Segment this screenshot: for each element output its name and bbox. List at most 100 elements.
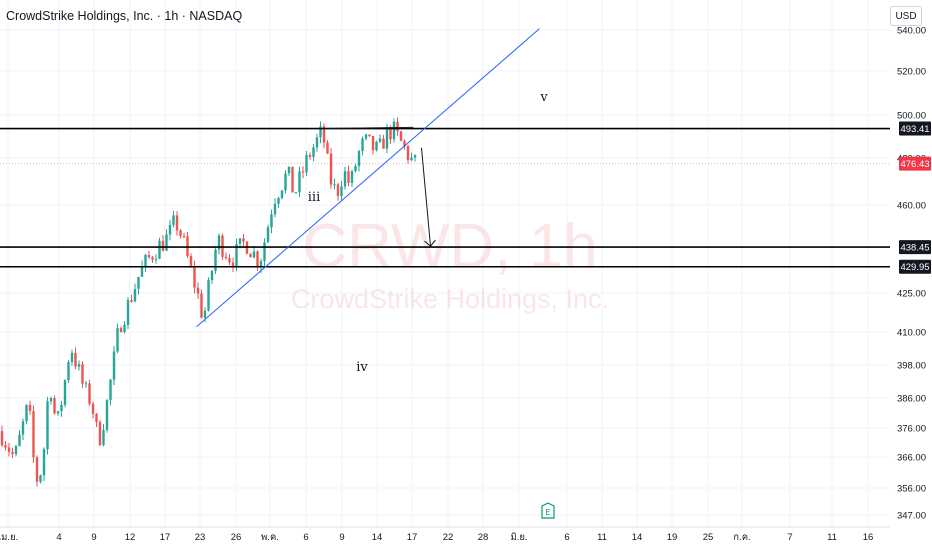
candle-body [308,154,312,157]
drawings[interactable]: iii iv v [0,28,890,375]
candle-body [193,266,196,288]
time-tick-label: 22 [443,532,454,543]
candle-body [98,422,102,446]
candle-body [56,411,60,414]
rising-trendline[interactable] [196,28,540,328]
candle-body [105,399,109,430]
top-trendline[interactable] [322,126,414,129]
time-tick-label: 14 [632,532,643,543]
candle-body [385,127,389,149]
candle-body [147,254,151,258]
candle-body [144,254,147,267]
price-tick-label: 347.00 [897,511,926,522]
earnings-icon[interactable]: E [541,502,555,519]
time-tick-label: ก.ค. [733,532,750,543]
candle-body [123,324,126,332]
candle-body [259,261,263,268]
price-tick-label: 366.00 [897,453,926,464]
candle-body [312,147,315,157]
candle-body [154,258,158,260]
candle-body [109,379,112,400]
candle-body [175,215,179,231]
candle-body [18,434,21,447]
candle-body [67,362,70,381]
candle-body [354,166,357,172]
candle-body [53,398,56,414]
candle-body [4,445,7,448]
candles [0,117,417,487]
time-axis[interactable]: เม.ย. 4 9 12 17 23 26 พ.ค. 6 9 14 17 22 28 มิ.ย. 6 11 14 1… [0,526,890,543]
candle-body [280,190,284,198]
time-tick-label: 9 [91,532,96,543]
candle-body [364,134,368,139]
candle-body [77,364,81,367]
candle-body [249,253,252,258]
candle-body [403,140,406,147]
time-tick-label: 7 [787,532,792,543]
candle-body [25,404,28,422]
candle-body [336,184,340,196]
candle-body [189,255,193,267]
candle-body [326,142,329,154]
candle-body [273,203,277,215]
candle-body [333,184,336,186]
candle-body [350,171,354,183]
wave-label-iv: iv [356,360,368,375]
price-badge-493.41[interactable] [899,121,931,136]
time-tick-label: พ.ค. [261,532,279,543]
candle-body [291,166,294,193]
last-price-badge-text: 476.43 [900,159,929,170]
candle-body [126,300,130,325]
candle-body [410,157,413,161]
chart-title: CrowdStrike Holdings, Inc. · 1h · NASDAQ [6,9,243,23]
candle-body [294,192,298,194]
candle-body [63,380,67,405]
candle-body [298,171,301,193]
candle-body [361,138,364,152]
candle-body [88,383,91,404]
price-tick-label: 356.00 [897,484,926,495]
candle-body [0,431,4,446]
candle-body [270,214,273,228]
candle-body [35,457,39,482]
price-tick-label: 386.00 [897,394,926,405]
currency-button[interactable]: USD [890,6,922,26]
candle-body [221,235,224,257]
candle-body [256,251,259,268]
candle-body [357,151,361,167]
candle-body [32,410,35,458]
price-badge-438.45[interactable] [899,240,931,255]
time-tick-label: 25 [703,532,714,543]
candle-body [252,251,256,258]
candle-body [140,266,144,277]
price-badge-429.95[interactable] [899,259,931,274]
candle-body [343,171,347,187]
candle-body [119,328,123,332]
candle-body [49,398,53,402]
watermark: CRWD, 1h CrowdStrike Holdings, Inc. [291,212,609,314]
grid-lines [0,0,890,527]
candle-body [319,126,322,138]
candle-body [389,127,392,140]
candle-body [28,404,32,411]
candle-body [165,234,168,251]
time-tick-label: 12 [125,532,136,543]
candle-body [217,235,221,250]
projection-arrow[interactable] [421,147,431,247]
price-tick-label: 398.00 [897,361,926,372]
last-price-badge[interactable] [899,156,931,171]
price-badge-493.41-text: 493.41 [900,124,929,135]
candle-body [368,134,371,137]
candle-body [130,300,133,302]
candle-body [168,224,172,235]
price-tick-label: 460.00 [897,201,926,212]
candle-body [95,413,98,423]
candle-body [21,421,25,435]
candle-body [84,383,88,385]
price-axis[interactable]: 540.00520.00500.00480.00460.00425.00410.… [897,26,931,522]
candle-body [81,364,84,384]
time-tick-label: 16 [863,532,874,543]
candle-body [375,141,378,151]
time-tick-label: 6 [303,532,308,543]
